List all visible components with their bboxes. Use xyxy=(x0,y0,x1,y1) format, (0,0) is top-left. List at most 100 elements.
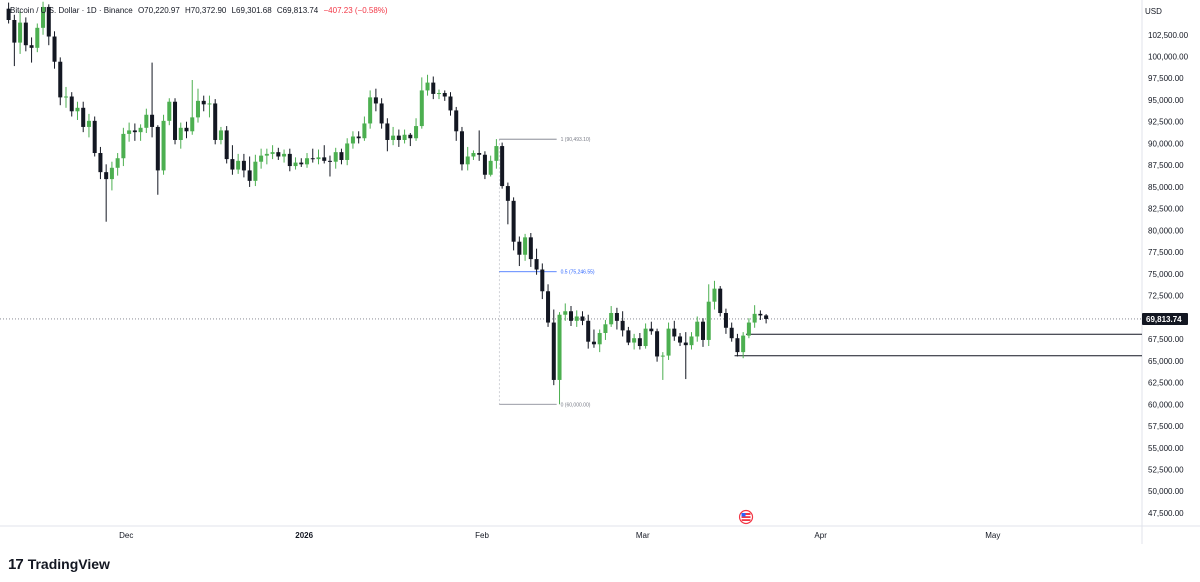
candle-body xyxy=(35,27,40,48)
candle xyxy=(666,322,671,360)
fib-level-label: 0.5 (75,246.55) xyxy=(561,270,595,276)
candle xyxy=(706,284,711,347)
candle xyxy=(339,148,344,165)
candle-body xyxy=(557,314,562,380)
candle-body xyxy=(98,153,103,173)
candle xyxy=(167,98,172,126)
candle-body xyxy=(505,186,510,201)
candle xyxy=(92,116,97,157)
currency-label[interactable]: USD xyxy=(1145,7,1162,16)
candle xyxy=(603,319,608,340)
tradingview-logo[interactable]: 17 TradingView xyxy=(8,554,110,574)
candle xyxy=(350,131,355,149)
candle-body xyxy=(333,152,338,162)
price-tick-label: 65,000.00 xyxy=(1148,357,1184,366)
candle-body xyxy=(29,45,34,48)
fib-retracement[interactable]: 1 (90,493.10) 0.5 (75,246.55) 0 (60,000.00… xyxy=(498,137,595,408)
candle-body xyxy=(138,127,143,133)
candle xyxy=(471,150,476,160)
candle xyxy=(115,153,120,176)
time-tick-label: 2026 xyxy=(295,531,313,540)
candle-body xyxy=(201,100,206,105)
candle-body xyxy=(431,82,436,94)
candle-body xyxy=(672,328,677,337)
candle-body xyxy=(18,22,23,43)
candle-body xyxy=(236,160,241,170)
candle-body xyxy=(207,103,212,105)
candle-body xyxy=(75,107,80,112)
candle xyxy=(396,129,401,147)
time-tick-label: Apr xyxy=(814,531,827,540)
candle xyxy=(517,236,522,267)
candle xyxy=(155,125,160,195)
candle-body xyxy=(758,313,763,316)
candle xyxy=(98,146,103,180)
candle-body xyxy=(391,135,396,140)
candle xyxy=(253,154,258,187)
candle xyxy=(695,316,700,342)
candle xyxy=(144,108,149,134)
candle xyxy=(379,98,384,129)
candle xyxy=(459,126,464,171)
candle-body xyxy=(655,331,660,357)
candle-body xyxy=(700,321,705,340)
candle-body xyxy=(632,338,637,343)
candle xyxy=(764,314,769,324)
candle-body xyxy=(293,162,298,167)
candle xyxy=(752,305,757,328)
candle-body xyxy=(448,96,453,111)
candle xyxy=(190,79,195,135)
candle-body xyxy=(247,170,252,181)
candle xyxy=(655,328,660,362)
horizontal-lines[interactable] xyxy=(734,333,1142,357)
candle-body xyxy=(603,324,608,333)
candle xyxy=(236,153,241,174)
price-tick-label: 47,500.00 xyxy=(1148,509,1184,518)
candle xyxy=(683,332,688,380)
candle xyxy=(626,326,631,346)
price-scale[interactable]: 47,500.00 50,000.00 52,500.00 55,000.00 57,5… xyxy=(1148,31,1189,518)
candle xyxy=(81,101,86,133)
candle-body xyxy=(488,160,493,175)
price-tick-label: 97,500.00 xyxy=(1148,74,1184,83)
candle-body xyxy=(546,291,551,323)
candle xyxy=(201,95,206,112)
candle xyxy=(18,11,23,54)
candle xyxy=(138,124,143,141)
candle xyxy=(259,148,264,169)
candle xyxy=(597,329,602,353)
candle xyxy=(718,286,723,317)
candle xyxy=(213,99,218,145)
candle xyxy=(150,62,155,138)
candle xyxy=(442,90,447,101)
candle-body xyxy=(591,341,596,345)
candle-body xyxy=(454,110,459,132)
candle xyxy=(649,321,654,335)
us-flag-icon[interactable] xyxy=(738,509,754,525)
candle-body xyxy=(551,322,556,380)
candle xyxy=(109,161,114,191)
candle-body xyxy=(620,320,625,331)
candle-body xyxy=(276,152,281,157)
candle-body xyxy=(259,155,264,162)
tradingview-logo-icon: 17 xyxy=(8,555,24,573)
price-tick-label: 95,000.00 xyxy=(1148,96,1184,105)
candle xyxy=(609,306,614,327)
candle-body xyxy=(12,19,17,43)
price-tick-label: 80,000.00 xyxy=(1148,226,1184,235)
candle-body xyxy=(190,117,195,132)
candle xyxy=(35,23,40,53)
candle xyxy=(12,14,17,67)
candle xyxy=(574,310,579,327)
event-markers[interactable] xyxy=(738,509,754,525)
candle xyxy=(241,153,246,178)
candle xyxy=(293,157,298,170)
candle xyxy=(58,57,63,106)
candle xyxy=(345,138,350,166)
time-scale[interactable]: Dec 2026 Feb Mar Apr May xyxy=(119,531,1000,540)
candle-body xyxy=(213,103,218,140)
candle-body xyxy=(683,342,688,346)
symbol-name[interactable]: Bitcoin / U.S. Dollar · 1D · Binance xyxy=(10,6,133,15)
candle xyxy=(104,164,109,222)
